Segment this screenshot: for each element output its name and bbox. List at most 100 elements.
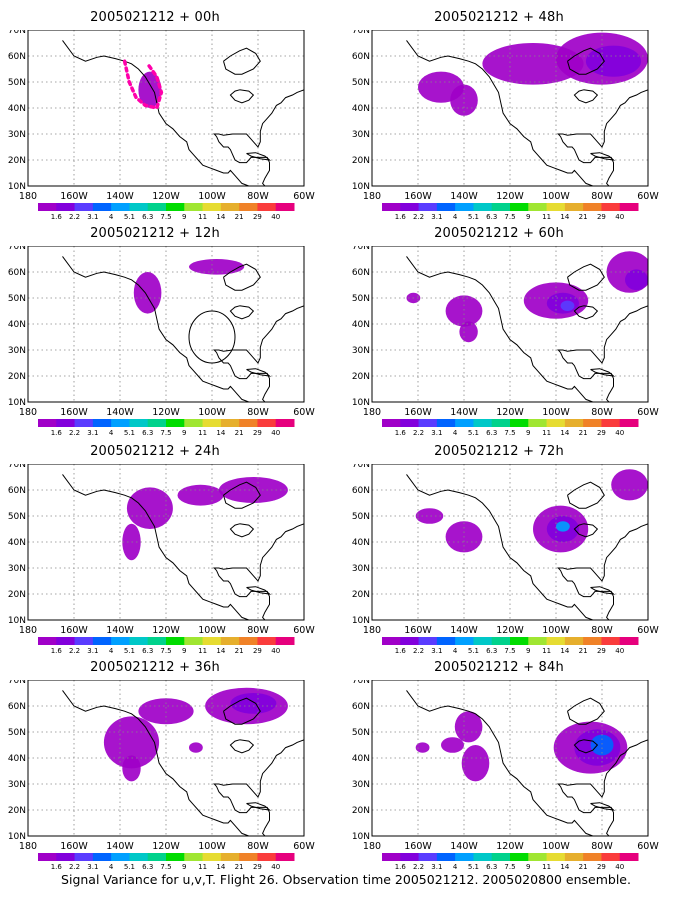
y-tick-label: 40N [352, 104, 370, 114]
colorbar-swatch [147, 637, 167, 645]
colorbar-label: 2.2 [413, 429, 424, 437]
forecast-panel: 2005021212 + 48h 10N 20N 30N 40N 50N 60N 70N 180… [344, 8, 664, 221]
y-tick-label: 50N [8, 294, 26, 304]
coastline-feature [573, 305, 599, 320]
colorbar-swatch [473, 203, 493, 211]
colorbar-swatch [583, 203, 602, 211]
coastline [62, 690, 304, 836]
colorbar-label: 7.5 [160, 429, 171, 437]
colorbar-swatch [473, 419, 493, 427]
panel-title: 2005021212 + 00h [90, 10, 220, 25]
x-tick-label: 100W [198, 841, 226, 852]
colorbar-swatch [92, 419, 112, 427]
coastline-feature [246, 802, 272, 811]
coastline [406, 690, 648, 836]
y-tick-label: 70N [352, 680, 370, 686]
panel-title: 2005021212 + 84h [434, 660, 564, 675]
colorbar-swatch [56, 203, 76, 211]
y-tick-label: 70N [8, 246, 26, 252]
colorbar-swatch [491, 637, 511, 645]
colorbar-label: 2.2 [69, 429, 80, 437]
colorbar-label: 29 [597, 213, 606, 221]
colorbar-swatch [129, 203, 149, 211]
colorbar-label: 1.6 [51, 429, 63, 437]
y-tick-label: 20N [8, 590, 26, 600]
coastline-feature [223, 697, 261, 725]
y-tick-label: 40N [8, 754, 26, 764]
colorbar-swatch [564, 637, 584, 645]
y-tick-label: 50N [352, 78, 370, 88]
y-tick-label: 10N [8, 398, 26, 408]
y-tick-label: 40N [8, 320, 26, 330]
colorbar-swatch [184, 203, 204, 211]
colorbar-label: 4 [453, 213, 458, 221]
colorbar-swatch [275, 853, 295, 861]
coastline-feature [590, 802, 616, 811]
colorbar-label: 40 [271, 863, 280, 871]
colorbar-label: 14 [560, 213, 569, 221]
colorbar-swatch [147, 419, 167, 427]
y-tick-label: 50N [8, 78, 26, 88]
y-tick-label: 60N [352, 702, 370, 712]
colorbar-swatch [111, 637, 130, 645]
colorbar-swatch [601, 203, 621, 211]
colorbar-swatch [564, 419, 584, 427]
colorbar-label: 29 [253, 429, 262, 437]
coastline [406, 474, 648, 620]
map-frame [27, 464, 305, 621]
y-tick-label: 30N [352, 564, 370, 574]
x-tick-label: 80W [591, 625, 613, 636]
colorbar-swatch [510, 853, 529, 861]
coastline [406, 40, 648, 186]
y-tick-label: 40N [352, 320, 370, 330]
map-frame [371, 30, 649, 187]
x-tick-label: 160W [60, 841, 88, 852]
colorbar-swatch [239, 853, 258, 861]
colorbar-label: 9 [182, 863, 186, 871]
coastline-feature [573, 523, 599, 538]
panel-title: 2005021212 + 12h [90, 226, 220, 241]
colorbar-label: 40 [615, 647, 624, 655]
y-tick-label: 40N [8, 538, 26, 548]
x-tick-label: 60W [637, 407, 659, 418]
colorbar-label: 9 [182, 213, 186, 221]
colorbar-swatch [147, 203, 167, 211]
colorbar-label: 5.1 [468, 429, 479, 437]
panel-title: 2005021212 + 60h [434, 226, 564, 241]
panel-title: 2005021212 + 36h [90, 660, 220, 675]
x-tick-label: 160W [60, 407, 88, 418]
variance-blob [189, 259, 245, 275]
colorbar-swatch [239, 637, 258, 645]
x-tick-label: 100W [198, 407, 226, 418]
colorbar-swatch [436, 853, 456, 861]
colorbar-label: 9 [182, 429, 186, 437]
y-tick-label: 20N [352, 156, 370, 166]
colorbar-label: 40 [615, 213, 624, 221]
coastline [62, 256, 304, 402]
x-tick-label: 120W [152, 191, 180, 202]
colorbar-swatch [619, 853, 639, 861]
variance-blob [625, 269, 648, 291]
colorbar-swatch [239, 203, 258, 211]
y-tick-label: 30N [352, 130, 370, 140]
x-tick-label: 80W [247, 191, 269, 202]
colorbar-label: 21 [235, 863, 244, 871]
x-tick-label: 120W [496, 841, 524, 852]
variance-blob [590, 734, 614, 756]
colorbar-swatch [184, 637, 204, 645]
y-tick-label: 50N [8, 512, 26, 522]
coastline-feature [223, 263, 261, 291]
y-tick-label: 10N [352, 398, 370, 408]
colorbar-swatch [400, 853, 420, 861]
colorbar-label: 4 [453, 647, 458, 655]
colorbar-swatch [275, 419, 295, 427]
colorbar-label: 21 [235, 429, 244, 437]
coastline-feature [229, 305, 255, 320]
colorbar-label: 6.3 [486, 863, 497, 871]
y-tick-label: 70N [8, 464, 26, 470]
colorbar-label: 21 [579, 213, 588, 221]
y-tick-label: 70N [352, 464, 370, 470]
colorbar-label: 3.1 [87, 213, 98, 221]
colorbar-label: 1.6 [51, 863, 63, 871]
y-tick-label: 60N [352, 268, 370, 278]
